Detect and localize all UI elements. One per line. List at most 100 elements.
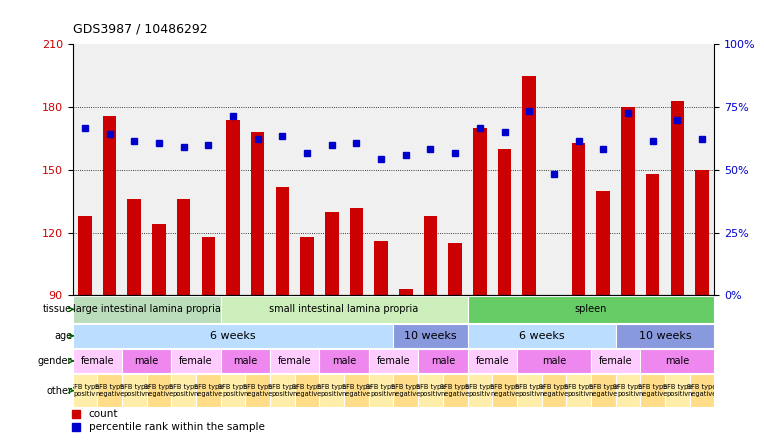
Bar bbox=[468, 349, 517, 373]
Text: SFB type
positiv: SFB type positiv bbox=[514, 385, 544, 397]
Bar bbox=[171, 349, 221, 373]
Bar bbox=[122, 349, 171, 373]
Bar bbox=[468, 296, 714, 323]
Bar bbox=[73, 349, 122, 373]
Bar bbox=[517, 349, 591, 373]
Text: age: age bbox=[54, 331, 72, 341]
Bar bbox=[646, 174, 659, 295]
Bar bbox=[221, 296, 468, 323]
Bar bbox=[591, 349, 640, 373]
Bar bbox=[221, 374, 245, 407]
Text: SFB type
negative: SFB type negative bbox=[539, 385, 568, 397]
Bar bbox=[226, 120, 240, 295]
Bar bbox=[517, 374, 542, 407]
Bar bbox=[73, 374, 97, 407]
Text: SFB type
positiv: SFB type positiv bbox=[416, 385, 445, 397]
Bar bbox=[468, 324, 616, 348]
Text: SFB type
positiv: SFB type positiv bbox=[219, 385, 248, 397]
Text: male: male bbox=[431, 356, 455, 366]
Bar bbox=[196, 374, 221, 407]
Text: GDS3987 / 10486292: GDS3987 / 10486292 bbox=[73, 23, 207, 36]
Bar bbox=[251, 132, 264, 295]
Bar bbox=[393, 374, 418, 407]
Text: SFB type
negative: SFB type negative bbox=[490, 385, 520, 397]
Text: SFB type
negative: SFB type negative bbox=[688, 385, 717, 397]
Bar bbox=[671, 101, 684, 295]
Text: 6 weeks: 6 weeks bbox=[210, 331, 256, 341]
Text: spleen: spleen bbox=[575, 304, 607, 314]
Bar bbox=[97, 374, 122, 407]
Bar bbox=[73, 296, 221, 323]
Bar bbox=[350, 208, 363, 295]
Text: SFB type
positiv: SFB type positiv bbox=[317, 385, 346, 397]
Bar bbox=[319, 374, 344, 407]
Bar bbox=[78, 216, 92, 295]
Bar bbox=[418, 349, 468, 373]
Bar bbox=[597, 191, 610, 295]
Bar bbox=[492, 374, 517, 407]
Text: female: female bbox=[278, 356, 312, 366]
Bar bbox=[571, 143, 585, 295]
Bar bbox=[621, 107, 635, 295]
Bar bbox=[523, 76, 536, 295]
Text: tissue: tissue bbox=[43, 304, 72, 314]
Bar bbox=[566, 374, 591, 407]
Bar bbox=[690, 374, 714, 407]
Text: SFB type
negative: SFB type negative bbox=[243, 385, 273, 397]
Bar bbox=[640, 374, 665, 407]
Text: SFB type
positiv: SFB type positiv bbox=[70, 385, 99, 397]
Bar bbox=[128, 199, 141, 295]
Text: female: female bbox=[475, 356, 509, 366]
Text: percentile rank within the sample: percentile rank within the sample bbox=[89, 422, 264, 432]
Bar bbox=[418, 374, 443, 407]
Text: other: other bbox=[46, 386, 72, 396]
Bar bbox=[202, 237, 215, 295]
Bar bbox=[221, 349, 270, 373]
Bar bbox=[542, 374, 566, 407]
Text: SFB type
negative: SFB type negative bbox=[638, 385, 667, 397]
Bar bbox=[319, 349, 369, 373]
Bar bbox=[616, 324, 714, 348]
Bar bbox=[245, 374, 270, 407]
Text: SFB type
positiv: SFB type positiv bbox=[367, 385, 396, 397]
Text: female: female bbox=[80, 356, 114, 366]
Text: SFB type
negative: SFB type negative bbox=[95, 385, 125, 397]
Bar bbox=[177, 199, 190, 295]
Bar bbox=[295, 374, 319, 407]
Bar bbox=[468, 374, 492, 407]
Bar bbox=[171, 374, 196, 407]
Text: 10 weeks: 10 weeks bbox=[639, 331, 691, 341]
Text: SFB type
negative: SFB type negative bbox=[193, 385, 223, 397]
Text: SFB type
positiv: SFB type positiv bbox=[662, 385, 692, 397]
Bar bbox=[73, 324, 393, 348]
Text: SFB type
positiv: SFB type positiv bbox=[169, 385, 199, 397]
Bar bbox=[443, 374, 468, 407]
Bar bbox=[473, 128, 487, 295]
Bar bbox=[424, 216, 437, 295]
Text: SFB type
negative: SFB type negative bbox=[144, 385, 173, 397]
Text: gender: gender bbox=[37, 356, 72, 366]
Text: SFB type
negative: SFB type negative bbox=[342, 385, 371, 397]
Bar bbox=[152, 224, 166, 295]
Bar bbox=[374, 241, 388, 295]
Text: SFB type
positiv: SFB type positiv bbox=[564, 385, 594, 397]
Bar bbox=[270, 349, 319, 373]
Bar bbox=[369, 374, 393, 407]
Text: count: count bbox=[89, 409, 118, 419]
Text: male: male bbox=[332, 356, 356, 366]
Bar bbox=[369, 349, 418, 373]
Text: male: male bbox=[233, 356, 257, 366]
Text: female: female bbox=[377, 356, 410, 366]
Text: 10 weeks: 10 weeks bbox=[404, 331, 457, 341]
Bar bbox=[147, 374, 171, 407]
Text: female: female bbox=[180, 356, 213, 366]
Bar bbox=[122, 374, 147, 407]
Text: SFB type
positiv: SFB type positiv bbox=[120, 385, 149, 397]
Bar bbox=[276, 186, 290, 295]
Text: SFB type
negative: SFB type negative bbox=[391, 385, 420, 397]
Text: SFB type
negative: SFB type negative bbox=[293, 385, 322, 397]
Text: SFB type
positiv: SFB type positiv bbox=[613, 385, 643, 397]
Text: SFB type
negative: SFB type negative bbox=[441, 385, 470, 397]
Bar bbox=[591, 374, 616, 407]
Bar bbox=[393, 324, 468, 348]
